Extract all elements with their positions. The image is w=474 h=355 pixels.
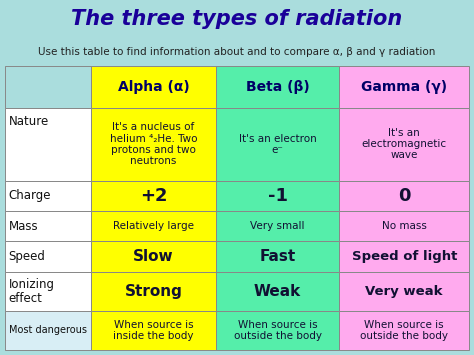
Bar <box>339 272 469 311</box>
Text: Alpha (α): Alpha (α) <box>118 80 189 94</box>
Text: Very weak: Very weak <box>365 285 443 298</box>
Bar <box>339 311 469 350</box>
Text: Charge: Charge <box>9 189 51 202</box>
Bar <box>5 311 91 350</box>
Text: Speed: Speed <box>9 250 46 263</box>
Bar <box>339 241 469 272</box>
Bar <box>91 211 216 241</box>
Text: It's an electron
e⁻: It's an electron e⁻ <box>239 134 317 155</box>
Text: 0: 0 <box>398 187 410 205</box>
Text: Speed of light: Speed of light <box>352 250 457 263</box>
Text: +2: +2 <box>140 187 167 205</box>
Text: When source is
outside the body: When source is outside the body <box>360 320 448 341</box>
Text: -1: -1 <box>268 187 288 205</box>
Bar <box>216 181 339 211</box>
Text: When source is
inside the body: When source is inside the body <box>113 320 194 341</box>
Text: Very small: Very small <box>250 221 305 231</box>
Bar <box>339 108 469 181</box>
Bar <box>339 181 469 211</box>
Bar <box>339 66 469 108</box>
Bar <box>5 272 91 311</box>
Bar <box>5 241 91 272</box>
Text: The three types of radiation: The three types of radiation <box>72 9 402 29</box>
Bar <box>91 241 216 272</box>
Bar <box>91 108 216 181</box>
Text: No mass: No mass <box>382 221 427 231</box>
Bar <box>91 181 216 211</box>
Text: It's a nucleus of
helium ⁴₂He. Two
protons and two
neutrons: It's a nucleus of helium ⁴₂He. Two proto… <box>109 122 197 166</box>
Text: Gamma (γ): Gamma (γ) <box>361 80 447 94</box>
Bar <box>216 66 339 108</box>
Bar <box>216 211 339 241</box>
Bar <box>216 311 339 350</box>
Bar <box>91 311 216 350</box>
Text: Fast: Fast <box>260 249 296 264</box>
Text: Nature: Nature <box>9 115 49 128</box>
Bar <box>91 66 216 108</box>
Text: Most dangerous: Most dangerous <box>9 325 87 335</box>
Bar <box>5 108 91 181</box>
Text: When source is
outside the body: When source is outside the body <box>234 320 322 341</box>
Text: Use this table to find information about and to compare α, β and γ radiation: Use this table to find information about… <box>38 47 436 57</box>
Bar <box>216 108 339 181</box>
Bar <box>216 272 339 311</box>
Text: Slow: Slow <box>133 249 173 264</box>
Text: Strong: Strong <box>125 284 182 299</box>
Bar <box>5 211 91 241</box>
Text: Relatively large: Relatively large <box>113 221 194 231</box>
Bar <box>5 66 91 108</box>
Bar <box>5 181 91 211</box>
Text: Mass: Mass <box>9 220 38 233</box>
Bar <box>216 241 339 272</box>
Text: It's an
electromagnetic
wave: It's an electromagnetic wave <box>362 128 447 160</box>
Bar <box>91 272 216 311</box>
Text: Weak: Weak <box>254 284 301 299</box>
Text: Beta (β): Beta (β) <box>246 80 310 94</box>
Text: Ionizing
effect: Ionizing effect <box>9 278 55 305</box>
Bar <box>339 211 469 241</box>
